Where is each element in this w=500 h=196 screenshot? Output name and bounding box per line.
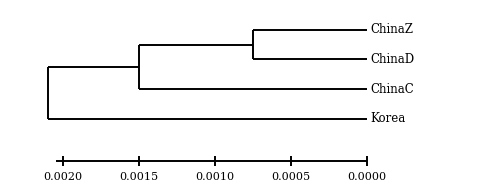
Text: 0.0020: 0.0020	[44, 172, 83, 181]
Text: 0.0000: 0.0000	[348, 172, 387, 181]
Text: ChinaD: ChinaD	[370, 53, 414, 66]
Text: 0.0005: 0.0005	[272, 172, 311, 181]
Text: 0.0015: 0.0015	[120, 172, 159, 181]
Text: ChinaZ: ChinaZ	[370, 23, 413, 36]
Text: ChinaC: ChinaC	[370, 83, 414, 96]
Text: 0.0010: 0.0010	[196, 172, 235, 181]
Text: Korea: Korea	[370, 113, 406, 125]
